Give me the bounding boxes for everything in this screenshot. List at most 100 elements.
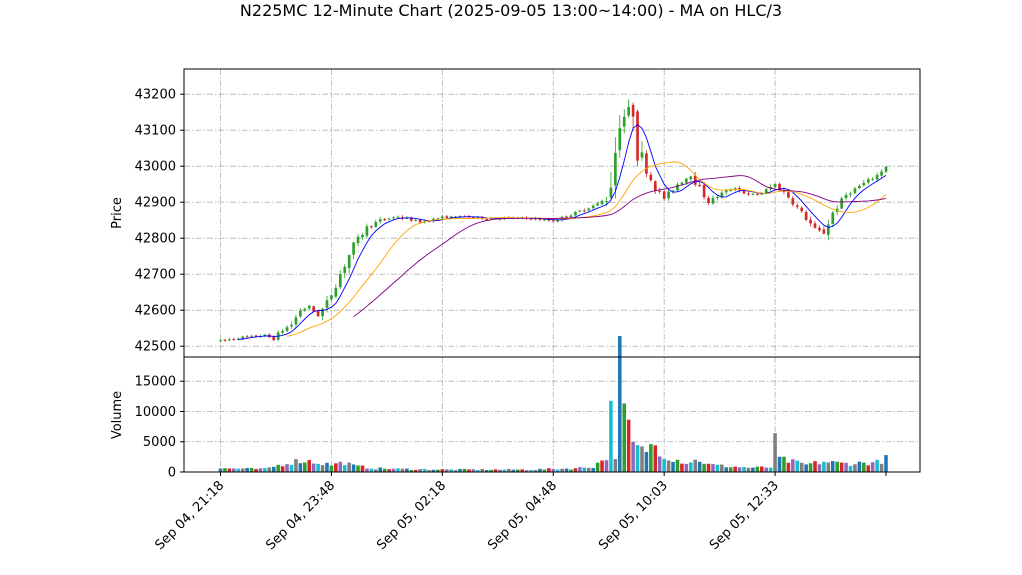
volume-bar <box>480 469 485 472</box>
candle-body <box>800 207 804 212</box>
volume-bar <box>387 469 391 472</box>
candle-body <box>818 227 821 231</box>
candle-body <box>436 218 440 220</box>
candle-body <box>804 212 808 220</box>
volume-tick-label: 5000 <box>143 435 176 450</box>
x-tick-label: Sep 05, 02:18 <box>374 478 449 553</box>
candle-body <box>813 223 817 228</box>
volume-bar <box>320 465 325 472</box>
volume-bar <box>303 462 307 472</box>
price-panel-frame <box>183 68 921 358</box>
candle-body <box>667 191 670 199</box>
volume-bar <box>613 459 618 472</box>
candle-body <box>219 340 222 342</box>
x-tick-label: Sep 04, 21:18 <box>152 478 227 553</box>
volume-bar <box>418 469 422 472</box>
volume-bar <box>218 468 223 472</box>
volume-bar <box>622 403 627 472</box>
volume-bar <box>524 470 529 472</box>
volume-bar <box>822 461 826 472</box>
volume-bar <box>334 463 338 472</box>
candle-body <box>361 234 364 238</box>
price-axis-label: Price <box>110 197 125 229</box>
candle-body <box>591 205 595 209</box>
candle-body <box>547 219 551 221</box>
volume-bar <box>356 465 360 472</box>
volume-bar <box>649 444 653 472</box>
volume-bar <box>267 467 272 472</box>
volume-bar <box>365 468 369 472</box>
candle-body <box>698 184 701 187</box>
volume-bar <box>511 469 516 472</box>
candle-body <box>858 185 861 189</box>
volume-bar <box>724 467 729 472</box>
volume-bar <box>227 468 232 472</box>
candle-body <box>543 219 546 221</box>
candle-body <box>489 218 493 220</box>
volume-bar <box>471 469 476 472</box>
volume-bar <box>657 456 662 472</box>
candle-body <box>875 174 879 180</box>
candle-body <box>826 224 830 236</box>
volume-bar <box>684 463 689 472</box>
candle-body <box>645 153 648 174</box>
candle-body <box>254 335 258 337</box>
volume-bar <box>791 459 795 472</box>
volume-bar <box>489 469 493 472</box>
volume-bar <box>582 467 587 472</box>
volume-bar <box>782 456 786 472</box>
candle-body <box>685 178 688 183</box>
volume-bar <box>551 468 556 472</box>
volume-bar <box>768 467 773 472</box>
candle-body <box>565 216 568 218</box>
volume-bar <box>351 464 356 472</box>
volume-bar <box>453 470 458 472</box>
candle-body <box>401 217 404 219</box>
volume-bar <box>853 464 857 472</box>
volume-tick-label: 10000 <box>135 405 176 420</box>
volume-bar <box>223 468 227 472</box>
candle-body <box>596 203 599 206</box>
volume-bar <box>484 470 489 472</box>
volume-bar <box>786 462 791 472</box>
volume-bar <box>644 451 649 472</box>
price-tick-label: 43200 <box>135 88 176 103</box>
volume-bar <box>254 468 258 472</box>
volume-bar <box>702 463 706 472</box>
volume-bar <box>533 469 538 472</box>
volume-bar <box>498 469 502 472</box>
x-tick-label: Sep 04, 23:48 <box>263 478 338 553</box>
candle-body <box>307 305 311 309</box>
candle-body <box>640 152 644 158</box>
candle-body <box>724 190 728 193</box>
candle-body <box>294 317 298 325</box>
volume-bar <box>258 468 263 472</box>
volume-bars <box>218 336 888 472</box>
volume-bar <box>777 456 782 472</box>
price-panel: 42500 42600 42700 42800 42900 43000 43100 43200… <box>110 68 921 358</box>
volume-bar <box>569 469 573 472</box>
volume-bar <box>631 441 635 472</box>
candle-body <box>787 192 790 198</box>
candle-body <box>232 339 236 341</box>
candle-body <box>702 184 706 198</box>
candle-body <box>472 217 475 219</box>
volume-bar <box>427 470 431 472</box>
candle-body <box>405 217 409 219</box>
candle-body <box>325 300 329 308</box>
volume-bar <box>560 468 564 472</box>
volume-bar <box>839 462 844 472</box>
volume-bar <box>564 468 569 472</box>
volume-bar <box>609 400 613 472</box>
volume-bar <box>862 462 866 472</box>
volume-tick-label: 0 <box>168 466 176 481</box>
volume-bar <box>742 467 746 472</box>
candle-body <box>756 193 759 195</box>
volume-bar <box>280 466 285 472</box>
volume-panel: 0 5000 10000 15000 Volume <box>110 336 921 481</box>
price-tick-label: 43000 <box>135 160 176 175</box>
price-tick-label: 42800 <box>135 232 176 247</box>
candle-body <box>223 339 227 341</box>
candle-body <box>729 190 733 192</box>
